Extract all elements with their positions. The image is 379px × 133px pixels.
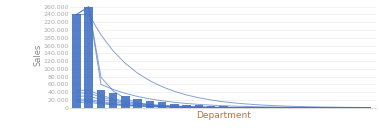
Bar [133, 99, 142, 108]
Bar [194, 105, 203, 108]
Y-axis label: Sales: Sales [33, 44, 42, 66]
Bar [268, 107, 277, 108]
Bar [207, 106, 215, 108]
Bar [170, 103, 179, 108]
Bar [146, 101, 154, 108]
Bar [243, 107, 252, 108]
Bar [256, 107, 264, 108]
Bar [97, 90, 105, 108]
Bar [182, 105, 191, 108]
Bar [85, 7, 93, 108]
Bar [158, 102, 166, 108]
Bar [219, 106, 227, 108]
Bar [72, 14, 81, 108]
Bar [109, 93, 117, 108]
Bar [121, 96, 130, 108]
X-axis label: Department: Department [196, 111, 251, 120]
Bar [231, 107, 240, 108]
